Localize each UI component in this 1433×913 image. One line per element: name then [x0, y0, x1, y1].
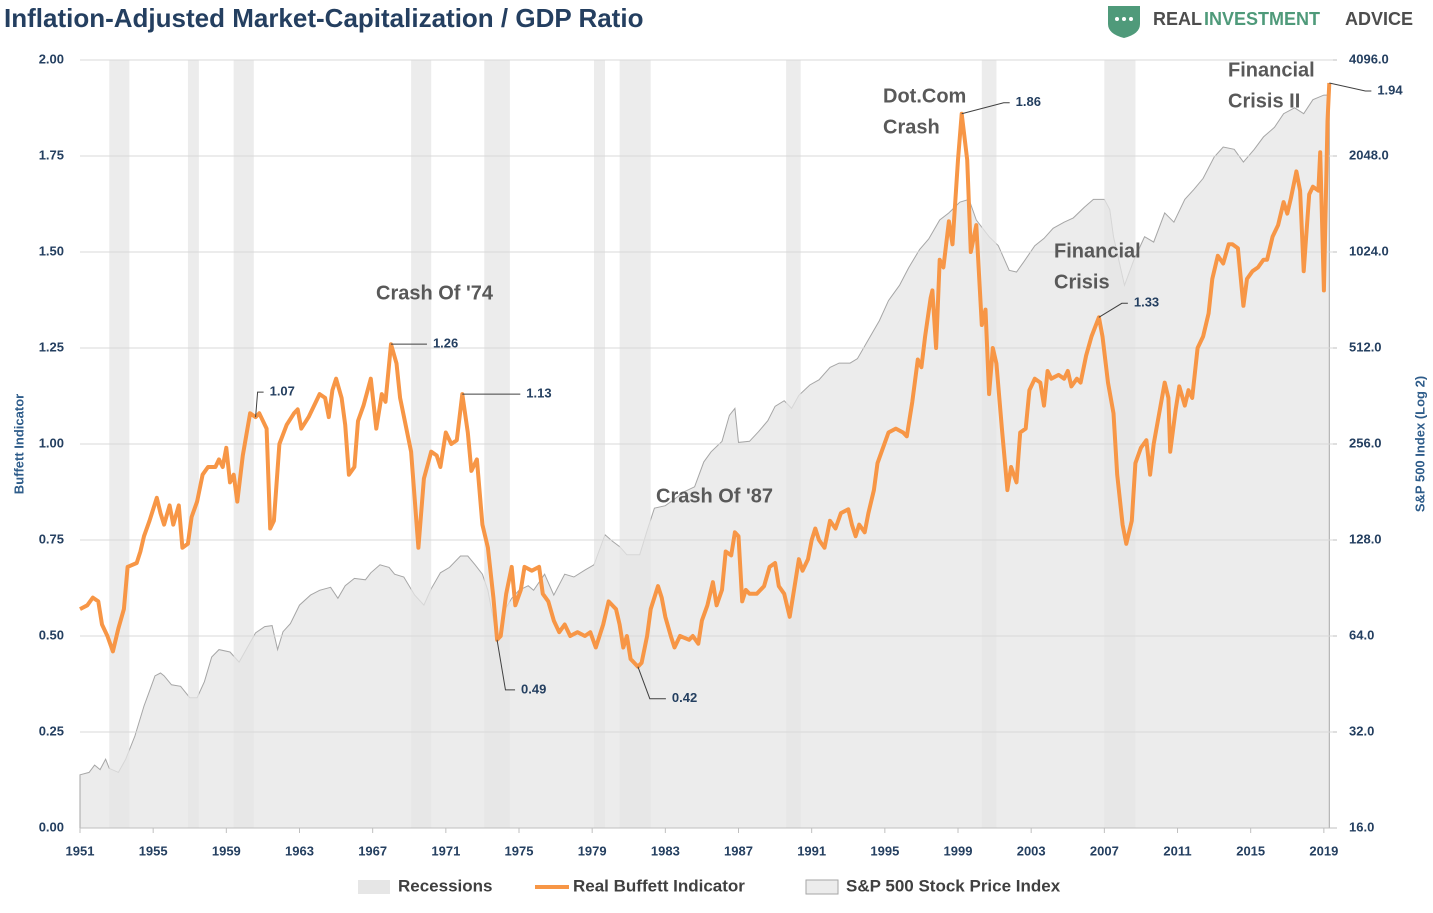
y2-tick-label: 4096.0 [1349, 51, 1389, 66]
annotation: Dot.Com [883, 85, 966, 107]
callout-label: 1.26 [433, 336, 458, 351]
x-tick-label: 1967 [358, 843, 387, 858]
callout-leader [1329, 82, 1372, 92]
callout-label: 1.94 [1377, 82, 1403, 97]
chart-title: Inflation-Adjusted Market-Capitalization… [4, 3, 643, 33]
x-tick-label: 1971 [431, 843, 460, 858]
annotation: Crisis [1054, 271, 1110, 293]
x-tick-label: 1991 [797, 843, 826, 858]
logo: REAL INVESTMENT ADVICE [1108, 6, 1413, 38]
x-tick-label: 1995 [870, 843, 899, 858]
legend-swatch [805, 879, 839, 895]
y2-tick-label: 1024.0 [1349, 243, 1389, 258]
annotation: Crash Of '74 [376, 282, 494, 304]
y-tick-label: 0.00 [39, 819, 64, 834]
y2-tick-label: 128.0 [1349, 531, 1382, 546]
y-tick-label: 1.50 [39, 243, 64, 258]
x-tick-label: 1959 [212, 843, 241, 858]
callout-label: 1.86 [1016, 94, 1041, 109]
y2-tick-label: 64.0 [1349, 627, 1374, 642]
callout-leader [496, 639, 516, 691]
grid-layer [79, 59, 1337, 833]
x-tick-label: 2019 [1309, 843, 1338, 858]
y-tick-label: 1.25 [39, 339, 64, 354]
callout-label: 0.49 [521, 681, 546, 696]
x-tick-label: 2007 [1090, 843, 1119, 858]
callout-leader [637, 666, 666, 700]
callout-label: 1.13 [526, 386, 551, 401]
x-tick-label: 2015 [1236, 843, 1265, 858]
x-tick-label: 1975 [505, 843, 534, 858]
logo-dot [1129, 17, 1133, 21]
x-tick-label: 1963 [285, 843, 314, 858]
y-tick-label: 1.75 [39, 147, 64, 162]
annotation: Crisis II [1228, 90, 1300, 112]
y2-tick-label: 32.0 [1349, 723, 1374, 738]
annotation: Financial [1228, 59, 1315, 81]
annotation: Crash Of '87 [656, 485, 773, 507]
y-axis-title: Buffett Indicator [11, 394, 26, 494]
callout-leader [255, 391, 264, 418]
y2-axis-title: S&P 500 Index (Log 2) [1412, 376, 1427, 512]
x-tick-label: 1955 [139, 843, 168, 858]
x-tick-label: 2011 [1163, 843, 1191, 858]
annotation: Financial [1054, 240, 1141, 262]
buffett-line [79, 82, 1332, 669]
x-tick-label: 1983 [651, 843, 680, 858]
y-tick-label: 2.00 [39, 51, 64, 66]
y2-tick-label: 512.0 [1349, 339, 1382, 354]
logo-dot [1122, 17, 1126, 21]
callout-leader [1098, 302, 1128, 318]
logo-text: ADVICE [1345, 9, 1413, 29]
legend-label: S&P 500 Stock Price Index [846, 876, 1061, 895]
logo-icon [1108, 6, 1140, 38]
x-tick-label: 1987 [724, 843, 753, 858]
y-tick-label: 0.25 [39, 723, 64, 738]
y-tick-label: 1.00 [39, 435, 64, 450]
annotation: Crash [883, 116, 940, 138]
x-tick-label: 1999 [944, 843, 973, 858]
label-layer: 0.00 0.25 0.50 0.75 1.00 1.25 1.50 1.75 2.00 16.0… [39, 51, 1404, 895]
y2-tick-label: 2048.0 [1349, 147, 1389, 162]
y2-tick-label: 16.0 [1349, 819, 1374, 834]
y2-tick-label: 256.0 [1349, 435, 1382, 450]
legend-swatch [358, 880, 390, 894]
logo-text: REAL [1153, 9, 1202, 29]
logo-dot [1115, 17, 1119, 21]
callout-leader [961, 102, 1010, 115]
x-tick-label: 1951 [66, 843, 95, 858]
legend-label: Recessions [398, 876, 493, 895]
logo-text: INVESTMENT [1204, 9, 1320, 29]
callout-label: 1.33 [1134, 295, 1159, 310]
legend-label: Real Buffett Indicator [573, 876, 745, 895]
y-tick-label: 0.75 [39, 531, 64, 546]
callout-label: 1.07 [270, 384, 295, 399]
x-tick-label: 1979 [578, 843, 607, 858]
callout-label: 0.42 [672, 690, 697, 705]
x-tick-label: 2003 [1017, 843, 1046, 858]
y-tick-label: 0.50 [39, 627, 64, 642]
line-layer [79, 82, 1332, 669]
